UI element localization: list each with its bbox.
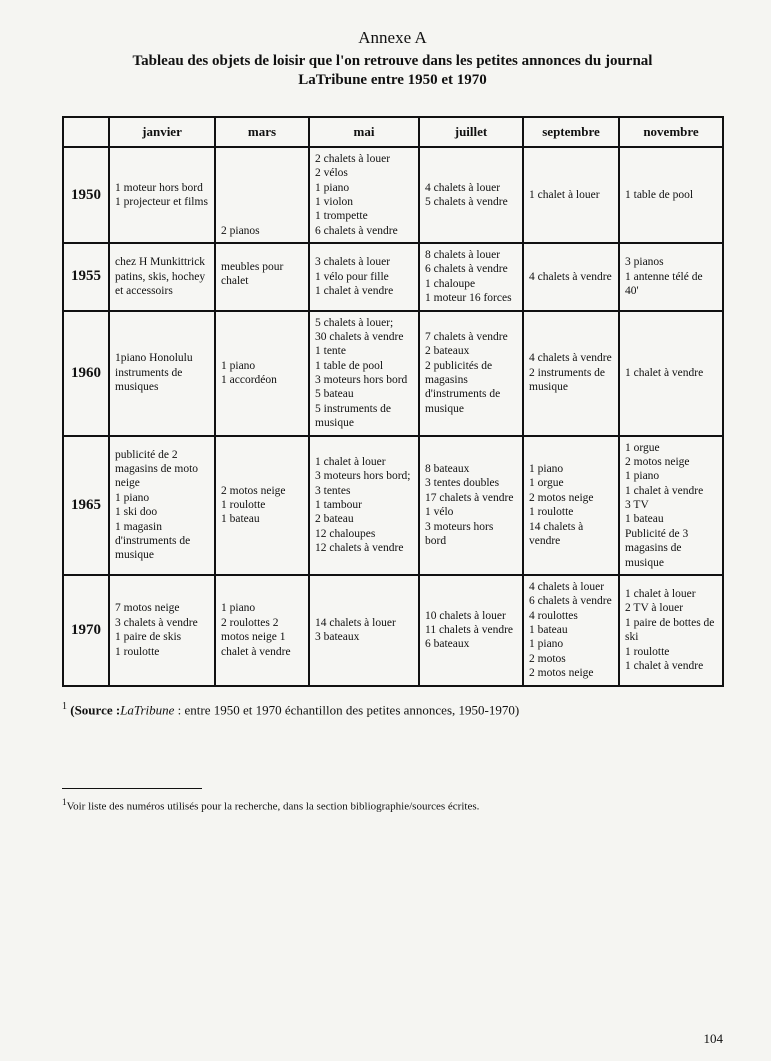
- cell: 10 chalets à louer11 chalets à vendre6 b…: [419, 575, 523, 686]
- col-header-septembre: septembre: [523, 117, 619, 147]
- source-journal: LaTribune: [120, 702, 174, 717]
- page-number: 104: [704, 1031, 724, 1047]
- title-block: Annexe A Tableau des objets de loisir qu…: [62, 28, 723, 90]
- col-header-janvier: janvier: [109, 117, 215, 147]
- cell: 1 orgue2 motos neige1 piano1 chalet à ve…: [619, 436, 723, 575]
- table-header-row: janvier mars mai juillet septembre novem…: [63, 117, 723, 147]
- source-line: 1 (Source :LaTribune : entre 1950 et 197…: [62, 701, 723, 718]
- year-cell: 1955: [63, 243, 109, 311]
- cell: 1 chalet à louer3 moteurs hors bord;3 te…: [309, 436, 419, 575]
- cell: 1 table de pool: [619, 147, 723, 243]
- cell: publicité de 2 magasins de moto neige1 p…: [109, 436, 215, 575]
- col-header-mai: mai: [309, 117, 419, 147]
- table-body: 1950 1 moteur hors bord1 projecteur et f…: [63, 147, 723, 686]
- cell: 4 chalets à vendre2 instruments de musiq…: [523, 311, 619, 436]
- source-rest: : entre 1950 et 1970 échantillon des pet…: [174, 702, 519, 717]
- cell: 7 motos neige3 chalets à vendre1 paire d…: [109, 575, 215, 686]
- table-row: 1950 1 moteur hors bord1 projecteur et f…: [63, 147, 723, 243]
- cell: chez H Munkittrick patins, skis, hochey …: [109, 243, 215, 311]
- cell: 3 chalets à louer1 vélo pour fille1 chal…: [309, 243, 419, 311]
- cell: 2 motos neige1 roulotte1 bateau: [215, 436, 309, 575]
- col-header-mars: mars: [215, 117, 309, 147]
- table-row: 1955 chez H Munkittrick patins, skis, ho…: [63, 243, 723, 311]
- year-cell: 1960: [63, 311, 109, 436]
- cell: 1piano Honolulu instruments de musiques: [109, 311, 215, 436]
- cell: 7 chalets à vendre2 bateaux2 publicités …: [419, 311, 523, 436]
- cell: 4 chalets à vendre: [523, 243, 619, 311]
- cell: 1 piano1 accordéon: [215, 311, 309, 436]
- year-cell: 1970: [63, 575, 109, 686]
- cell: 1 chalet à louer2 TV à louer1 paire de b…: [619, 575, 723, 686]
- cell: 1 chalet à vendre: [619, 311, 723, 436]
- document-page: Annexe A Tableau des objets de loisir qu…: [0, 0, 771, 1061]
- source-label: (Source :: [70, 702, 120, 717]
- cell: 5 chalets à louer;30 chalets à vendre1 t…: [309, 311, 419, 436]
- cell: meubles pour chalet: [215, 243, 309, 311]
- cell: 4 chalets à louer5 chalets à vendre: [419, 147, 523, 243]
- col-header-blank: [63, 117, 109, 147]
- footnote: 1Voir liste des numéros utilisés pour la…: [62, 797, 723, 813]
- table-row: 1965 publicité de 2 magasins de moto nei…: [63, 436, 723, 575]
- year-cell: 1965: [63, 436, 109, 575]
- table-row: 1970 7 motos neige3 chalets à vendre1 pa…: [63, 575, 723, 686]
- title-line-2: LaTribune entre 1950 et 1970: [298, 72, 487, 88]
- cell: 2 pianos: [215, 147, 309, 243]
- cell: 1 piano2 roulottes 2 motos neige 1 chale…: [215, 575, 309, 686]
- col-header-juillet: juillet: [419, 117, 523, 147]
- cell: 1 moteur hors bord1 projecteur et films: [109, 147, 215, 243]
- leisure-objects-table: janvier mars mai juillet septembre novem…: [62, 116, 724, 687]
- cell: 2 chalets à louer2 vélos1 piano1 violon1…: [309, 147, 419, 243]
- cell: 8 bateaux3 tentes doubles17 chalets à ve…: [419, 436, 523, 575]
- cell: 1 piano1 orgue2 motos neige1 roulotte14 …: [523, 436, 619, 575]
- cell: 8 chalets à louer6 chalets à vendre1 cha…: [419, 243, 523, 311]
- year-cell: 1950: [63, 147, 109, 243]
- cell: 4 chalets à louer6 chalets à vendre4 rou…: [523, 575, 619, 686]
- cell: 14 chalets à louer3 bateaux: [309, 575, 419, 686]
- main-title: Tableau des objets de loisir que l'on re…: [62, 52, 723, 90]
- source-sup: 1: [62, 701, 67, 712]
- cell: 3 pianos1 antenne télé de 40': [619, 243, 723, 311]
- title-line-1: Tableau des objets de loisir que l'on re…: [133, 53, 653, 69]
- annexe-label: Annexe A: [62, 28, 723, 48]
- table-row: 1960 1piano Honolulu instruments de musi…: [63, 311, 723, 436]
- col-header-novembre: novembre: [619, 117, 723, 147]
- footnote-text: Voir liste des numéros utilisés pour la …: [67, 800, 480, 812]
- footnote-rule: [62, 788, 202, 789]
- cell: 1 chalet à louer: [523, 147, 619, 243]
